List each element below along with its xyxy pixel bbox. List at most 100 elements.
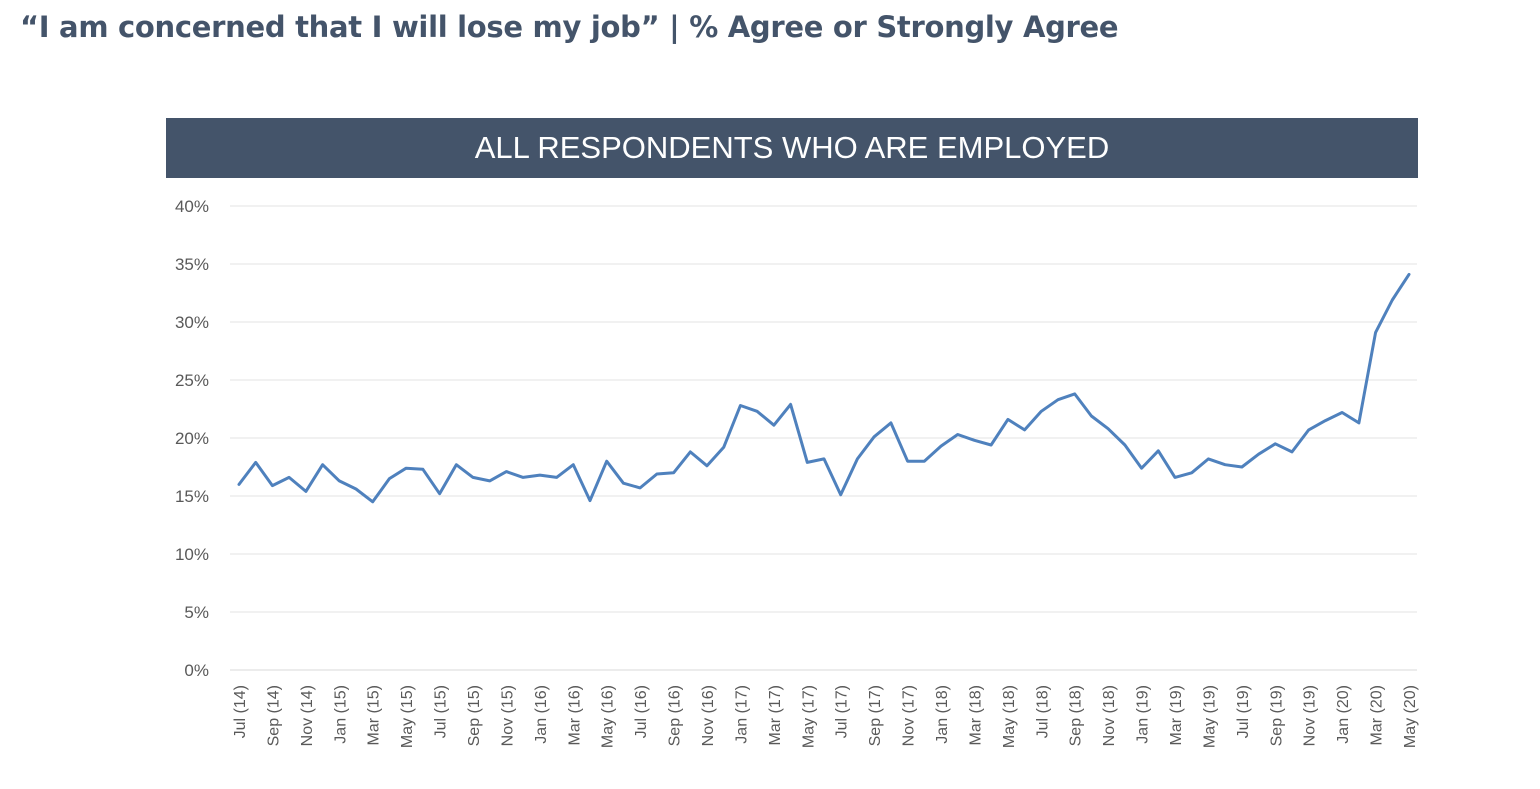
- x-tick-label: Nov (15): [499, 685, 516, 746]
- data-point: [889, 421, 893, 425]
- data-point: [755, 409, 759, 413]
- data-point: [254, 460, 258, 464]
- x-tick-label: Jul (15): [433, 685, 450, 738]
- data-point: [1123, 443, 1127, 447]
- data-point: [1307, 428, 1311, 432]
- data-point: [1323, 419, 1327, 423]
- data-point: [555, 475, 559, 479]
- x-tick-label: Jan (16): [533, 685, 550, 744]
- data-point: [1206, 457, 1210, 461]
- data-point: [387, 477, 391, 481]
- data-point: [1173, 475, 1177, 479]
- x-tick-label: May (16): [600, 685, 617, 748]
- data-point: [438, 492, 442, 496]
- x-tick-label: Jan (15): [332, 685, 349, 744]
- data-point: [705, 464, 709, 468]
- data-point: [404, 466, 408, 470]
- y-axis: 0% 5% 10% 15% 20% 25% 30% 35% 40%: [175, 197, 209, 680]
- data-point: [621, 481, 625, 485]
- x-tick-label: Jan (19): [1135, 685, 1152, 744]
- x-tick-label: Jan (17): [733, 685, 750, 744]
- x-tick-label: Jul (14): [232, 685, 249, 738]
- data-point: [655, 472, 659, 476]
- data-point: [237, 482, 241, 486]
- x-tick-label: Mar (20): [1369, 685, 1386, 745]
- x-tick-label: Sep (15): [466, 685, 483, 746]
- y-tick-label: 20%: [175, 429, 209, 448]
- x-tick-label: May (17): [800, 685, 817, 748]
- x-tick-label: Mar (17): [767, 685, 784, 745]
- data-point: [1023, 428, 1027, 432]
- x-tick-label: Sep (17): [867, 685, 884, 746]
- x-tick-label: Jul (17): [834, 685, 851, 738]
- y-tick-label: 5%: [184, 603, 209, 622]
- data-point: [805, 460, 809, 464]
- data-point: [839, 493, 843, 497]
- data-point: [722, 445, 726, 449]
- x-tick-label: Nov (18): [1101, 685, 1118, 746]
- x-tick-label: Jul (18): [1034, 685, 1051, 738]
- data-point: [1089, 414, 1093, 418]
- data-point: [1039, 409, 1043, 413]
- data-point: [304, 489, 308, 493]
- data-point: [956, 433, 960, 437]
- data-point: [571, 463, 575, 467]
- data-point: [1056, 398, 1060, 402]
- data-point: [1140, 466, 1144, 470]
- data-point: [1106, 427, 1110, 431]
- series: [237, 272, 1411, 504]
- data-point: [1407, 272, 1411, 276]
- data-point: [1390, 298, 1394, 302]
- data-point: [688, 450, 692, 454]
- data-point: [1240, 465, 1244, 469]
- data-point: [270, 484, 274, 488]
- y-tick-label: 10%: [175, 545, 209, 564]
- data-point: [454, 463, 458, 467]
- data-point: [789, 402, 793, 406]
- data-point: [939, 444, 943, 448]
- gridlines: [230, 205, 1417, 671]
- x-tick-label: Nov (19): [1302, 685, 1319, 746]
- y-tick-label: 35%: [175, 255, 209, 274]
- data-point: [1290, 450, 1294, 454]
- data-point: [1374, 330, 1378, 334]
- data-point: [772, 423, 776, 427]
- data-point: [638, 486, 642, 490]
- data-point: [1340, 410, 1344, 414]
- x-tick-label: Nov (16): [700, 685, 717, 746]
- data-point: [421, 467, 425, 471]
- data-point: [1357, 421, 1361, 425]
- y-tick-label: 30%: [175, 313, 209, 332]
- data-point: [672, 471, 676, 475]
- x-tick-label: May (20): [1402, 685, 1419, 748]
- chart-title-banner: ALL RESPONDENTS WHO ARE EMPLOYED: [166, 118, 1418, 178]
- x-tick-label: Nov (14): [299, 685, 316, 746]
- data-point: [1273, 442, 1277, 446]
- x-tick-label: Mar (16): [566, 685, 583, 745]
- data-point: [488, 479, 492, 483]
- y-tick-label: 40%: [175, 197, 209, 216]
- x-tick-label: May (18): [1001, 685, 1018, 748]
- data-point: [1257, 452, 1261, 456]
- data-point: [588, 499, 592, 503]
- x-axis: Jul (14) Sep (14) Nov (14) Jan (15) Mar (15)…: [232, 685, 1419, 748]
- data-point: [471, 475, 475, 479]
- data-point: [1073, 392, 1077, 396]
- data-point: [872, 435, 876, 439]
- data-point: [1006, 417, 1010, 421]
- x-tick-label: Sep (14): [265, 685, 282, 746]
- data-point: [906, 459, 910, 463]
- y-tick-label: 15%: [175, 487, 209, 506]
- x-tick-label: Mar (15): [366, 685, 383, 745]
- data-point: [504, 470, 508, 474]
- data-point: [337, 479, 341, 483]
- data-point: [321, 463, 325, 467]
- data-point: [538, 473, 542, 477]
- data-point: [605, 459, 609, 463]
- data-point: [822, 457, 826, 461]
- x-tick-label: Mar (18): [967, 685, 984, 745]
- data-point: [1156, 449, 1160, 453]
- x-tick-label: Mar (19): [1168, 685, 1185, 745]
- x-tick-label: May (19): [1201, 685, 1218, 748]
